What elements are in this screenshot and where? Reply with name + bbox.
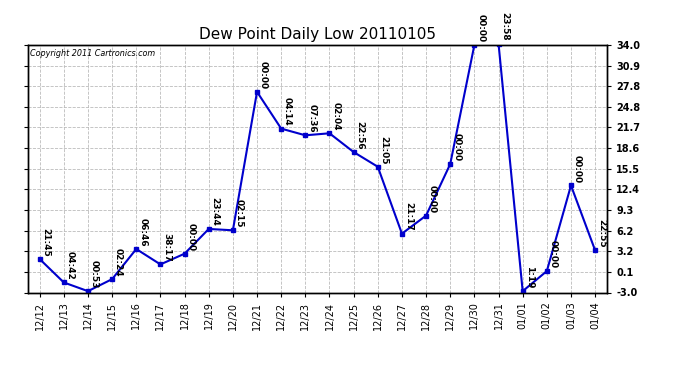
Text: 00:00: 00:00 <box>573 154 582 183</box>
Text: 22:55: 22:55 <box>597 219 606 248</box>
Text: 22:56: 22:56 <box>355 121 364 149</box>
Text: 00:00: 00:00 <box>549 240 558 268</box>
Text: 02:15: 02:15 <box>235 199 244 228</box>
Title: Dew Point Daily Low 20110105: Dew Point Daily Low 20110105 <box>199 27 436 42</box>
Text: 23:58: 23:58 <box>500 12 509 41</box>
Text: 23:44: 23:44 <box>210 197 219 226</box>
Text: 00:00: 00:00 <box>428 185 437 213</box>
Text: 00:00: 00:00 <box>476 14 485 42</box>
Text: 00:00: 00:00 <box>452 133 461 161</box>
Text: Copyright 2011 Cartronics.com: Copyright 2011 Cartronics.com <box>30 49 156 58</box>
Text: 00:53: 00:53 <box>90 260 99 288</box>
Text: 21:45: 21:45 <box>41 228 50 256</box>
Text: 07:36: 07:36 <box>307 104 316 133</box>
Text: 21:17: 21:17 <box>404 202 413 231</box>
Text: 00:00: 00:00 <box>259 61 268 89</box>
Text: 02:04: 02:04 <box>331 102 340 130</box>
Text: 38:17: 38:17 <box>162 233 171 262</box>
Text: 04:42: 04:42 <box>66 251 75 280</box>
Text: 00:00: 00:00 <box>186 223 195 251</box>
Text: 06:46: 06:46 <box>138 218 147 246</box>
Text: 1:19: 1:19 <box>524 266 533 288</box>
Text: 04:14: 04:14 <box>283 97 292 126</box>
Text: 02:24: 02:24 <box>114 248 123 276</box>
Text: 21:05: 21:05 <box>380 136 388 164</box>
